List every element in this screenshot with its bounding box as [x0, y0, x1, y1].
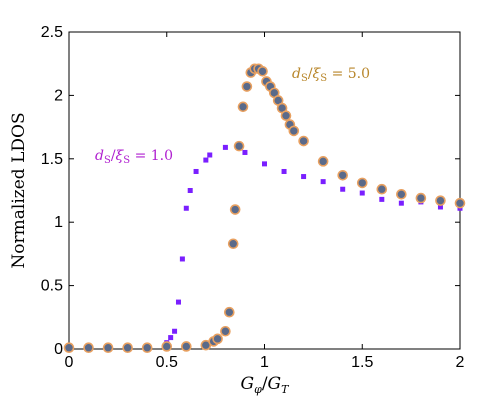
- data-point-square: [222, 144, 228, 150]
- data-point-circle: [237, 101, 249, 113]
- y-tick-label: 0.5: [41, 278, 63, 295]
- data-point-square: [379, 196, 385, 202]
- data-point-square: [187, 188, 193, 193]
- data-point-square: [281, 168, 287, 174]
- series-annotation-1: dS/ξS = 5.0: [292, 66, 370, 84]
- y-tick-label: 1.5: [41, 151, 63, 168]
- data-point-circle: [227, 238, 239, 250]
- data-point-square: [320, 179, 326, 185]
- data-point-square: [207, 152, 213, 158]
- y-tick-label: 2: [54, 87, 63, 104]
- data-point-circle: [181, 341, 192, 352]
- data-point-square: [172, 328, 178, 334]
- data-point-square: [437, 204, 443, 210]
- data-point-circle: [241, 81, 253, 92]
- data-point-circle: [83, 342, 94, 354]
- data-point-circle: [337, 169, 349, 181]
- y-tick-label: 1: [54, 214, 63, 231]
- data-point-square: [359, 190, 365, 196]
- y-axis-label: Normalized LDOS: [9, 112, 29, 268]
- data-point-square: [262, 161, 267, 167]
- data-point-square: [183, 205, 189, 211]
- y-tick-label: 2.5: [41, 24, 63, 41]
- data-point-circle: [454, 197, 466, 209]
- x-tick-label: 0.5: [156, 354, 178, 371]
- data-point-square: [340, 186, 346, 192]
- x-tick-label: 2: [456, 354, 465, 371]
- data-point-circle: [376, 183, 388, 195]
- data-point-circle: [102, 342, 114, 354]
- x-tick-label: 1: [260, 354, 269, 371]
- data-point-circle: [415, 192, 427, 204]
- series-annotation-0: dS/ξS = 1.0: [95, 148, 173, 166]
- data-point-circle: [280, 110, 292, 121]
- data-point-circle: [122, 342, 133, 354]
- data-point-square: [179, 256, 185, 262]
- data-point-circle: [298, 135, 309, 147]
- data-point-square: [168, 335, 174, 341]
- y-axis-ticks: 0 0.5 1 1.5 2 2.5: [41, 24, 460, 358]
- data-point-square: [301, 174, 307, 180]
- data-point-square: [193, 168, 199, 174]
- data-point-circle: [63, 342, 75, 354]
- data-point-circle: [396, 189, 407, 200]
- x-axis-label: Gφ/GT: [241, 374, 291, 396]
- y-tick-label: 0: [54, 341, 63, 358]
- series-annotations: dS/ξS = 1.0 dS/ξS = 5.0: [95, 66, 370, 166]
- data-point-circle: [257, 66, 268, 77]
- data-point-square: [398, 200, 404, 206]
- data-point-square: [175, 299, 181, 305]
- x-axis-ticks: 0 0.5 1 1.5 2: [65, 32, 465, 371]
- x-tick-label: 0: [65, 354, 74, 371]
- data-point-circle: [229, 204, 241, 215]
- data-point-circle: [356, 177, 368, 189]
- data-point-circle: [141, 342, 153, 354]
- data-marks: [63, 63, 466, 354]
- data-point-circle: [435, 195, 446, 206]
- data-point-circle: [233, 140, 245, 152]
- data-point-square: [242, 149, 248, 155]
- data-point-square: [203, 157, 209, 163]
- data-point-circle: [220, 325, 231, 337]
- data-point-circle: [288, 125, 300, 137]
- series-1: [63, 63, 466, 354]
- data-point-circle: [212, 333, 223, 345]
- data-point-circle: [161, 341, 173, 352]
- data-point-circle: [224, 306, 235, 318]
- x-tick-label: 1.5: [351, 354, 373, 371]
- data-point-circle: [317, 156, 329, 167]
